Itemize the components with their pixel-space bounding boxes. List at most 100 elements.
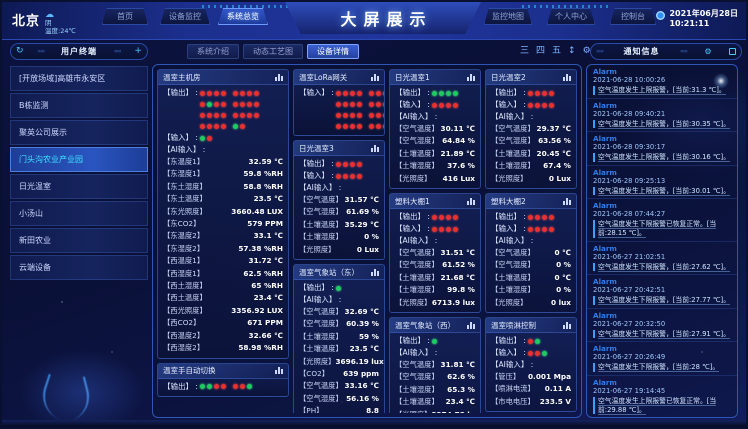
status-dots xyxy=(527,99,561,111)
sidebar-item[interactable]: 聚英公司展示 xyxy=(10,120,148,145)
sidebar-item[interactable]: [开放场域]高雄市永安区 xyxy=(10,66,148,91)
status-dot-off xyxy=(356,90,362,96)
status-dot-off xyxy=(368,124,374,129)
metric-row: 【空气湿度】 61.52 % xyxy=(395,259,475,271)
sidebar-item[interactable]: 门头沟农业产业园 xyxy=(10,147,148,172)
chart-icon[interactable] xyxy=(563,321,571,329)
sidebar-item[interactable]: 小汤山 xyxy=(10,201,148,226)
chart-icon[interactable] xyxy=(563,197,571,205)
nav-tab[interactable]: 首页 xyxy=(102,8,148,25)
nav-tab[interactable]: 监控地图 xyxy=(484,8,532,25)
sidebar-item[interactable]: 日光温室 xyxy=(10,174,148,199)
settings-icon[interactable]: ⚙ xyxy=(582,46,591,56)
alarm-message: 空气温度发生上限报警，[当前:31.3 ℃]。 xyxy=(593,86,731,95)
pill-deco-right: ‹‹‹‹‹ xyxy=(679,48,688,55)
status-dot-off xyxy=(356,173,362,179)
nav-tab[interactable]: 个人中心 xyxy=(547,8,595,25)
layout-3col-icon[interactable]: 三 xyxy=(520,46,530,56)
status-dots-row xyxy=(199,87,266,99)
chart-icon[interactable] xyxy=(275,367,283,374)
alarm-message-text: 空气温度发生上限报警，[当前:30.01 ℃]。 xyxy=(598,186,731,196)
status-dot-off xyxy=(213,102,219,107)
ai-input-label: 【AI输入】 : xyxy=(395,348,438,358)
io-label: 【输入】 : xyxy=(491,348,526,358)
metric-value: 33.1 ℃ xyxy=(253,231,283,241)
metric-row: 【光照度】 0 lux xyxy=(491,297,571,309)
panel-header: 温室气象站（东） xyxy=(294,265,384,281)
layout-5col-icon[interactable]: 五 xyxy=(552,46,562,56)
status-dot-on xyxy=(534,338,540,344)
status-dots xyxy=(527,87,561,99)
chart-icon[interactable] xyxy=(371,73,379,81)
metric-label: 【空气湿度】 xyxy=(491,260,535,270)
nav-tab[interactable]: 设备监控 xyxy=(160,8,210,25)
metric-label: 【光照度】 xyxy=(395,409,431,413)
alarm-tag: Alarm xyxy=(593,243,617,253)
alarm-item: Alarm 2021-06-28 07:44:27 空气温度发生下限报警已恢复正常。… xyxy=(587,199,737,242)
io-label: 【输入】 : xyxy=(395,224,430,234)
io-row: 【输入】 : xyxy=(491,347,571,359)
metric-value: 416 Lux xyxy=(442,173,475,183)
chart-icon[interactable] xyxy=(371,144,379,152)
ai-input-label: 【AI输入】 : xyxy=(395,112,438,121)
metric-value: 233.5 V xyxy=(539,396,571,406)
metric-label: 【西光照度】 xyxy=(163,305,207,315)
metric-value: 23.5 ℃ xyxy=(349,344,379,354)
status-dot-off xyxy=(356,161,362,167)
status-dot-off xyxy=(356,102,362,107)
ai-input-label: 【AI输入】 : xyxy=(395,236,438,246)
chart-icon[interactable] xyxy=(467,197,475,205)
sidebar-item[interactable]: B栋监测 xyxy=(10,93,148,118)
alarm-tag: Alarm xyxy=(593,167,617,177)
chart-icon[interactable] xyxy=(467,321,475,329)
chart-icon[interactable] xyxy=(563,73,571,81)
status-dot-off xyxy=(239,102,245,107)
status-dot-on xyxy=(445,90,451,96)
metric-label: 【土壤温度】 xyxy=(299,344,343,354)
chart-icon[interactable] xyxy=(467,73,475,81)
status-dot-on xyxy=(206,384,212,389)
gear-icon[interactable]: ⚙ xyxy=(704,47,712,56)
io-row: 【输入】 : xyxy=(299,170,379,182)
notifications-title: 通知信息 xyxy=(623,47,660,56)
sidebar-item[interactable]: 新田农业 xyxy=(10,228,148,253)
sub-tab[interactable]: 动态工艺图 xyxy=(243,44,303,59)
metric-value: 3696.19 lux xyxy=(335,356,384,366)
alarm-message-text: 空气温度发生下限报警已恢复正常。[当前:28.15 ℃]。 xyxy=(598,220,717,238)
fullscreen-icon[interactable] xyxy=(728,48,736,55)
metric-value: 57.38 %RH xyxy=(238,243,283,253)
status-dot-off xyxy=(246,90,252,96)
chart-icon[interactable] xyxy=(275,73,283,81)
body-region: [开放场域]高雄市永安区 B栋监测 聚英公司展示 门头沟农业产业园 日光温室 小汤山 新田农… xyxy=(10,64,738,418)
sort-icon[interactable]: ↕ xyxy=(568,46,576,56)
metric-value: 671 PPM xyxy=(247,318,283,328)
status-dot-off xyxy=(534,102,540,108)
nav-tab[interactable]: 系统总览 xyxy=(218,8,268,25)
metric-value: 32.59 ℃ xyxy=(248,157,283,166)
metric-value: 0 % xyxy=(556,285,571,295)
panel-header: 温室气象站（西） xyxy=(390,318,480,334)
metric-label: 【市电电压】 xyxy=(491,396,535,406)
metric-value: 0.001 Mpa xyxy=(527,372,571,382)
chart-icon[interactable] xyxy=(371,268,379,276)
layout-4col-icon[interactable]: 四 xyxy=(536,46,546,56)
sub-tab[interactable]: 设备详情 xyxy=(307,44,359,59)
metric-value: 99.8 % xyxy=(447,285,475,295)
metric-row: 【土壤温度】 20.45 ℃ xyxy=(491,148,571,160)
metric-value: 6713.9 lux xyxy=(431,297,475,307)
metric-value: 67.4 % xyxy=(543,161,571,171)
refresh-icon[interactable]: ↻ xyxy=(16,46,24,56)
io-row: 【输入】 : xyxy=(395,223,475,235)
panel-title: 塑料大棚2 xyxy=(491,196,526,206)
status-dot-off xyxy=(349,113,355,118)
metric-value: 30.11 ℃ xyxy=(440,124,475,133)
status-dots-row xyxy=(431,99,465,111)
notifications-header: ››››› 通知信息 ‹‹‹‹‹ ⚙ xyxy=(590,43,742,60)
metric-value: 20.45 ℃ xyxy=(536,148,571,158)
add-icon[interactable]: + xyxy=(134,46,142,56)
sidebar-item[interactable]: 云端设备 xyxy=(10,255,148,280)
metric-row: 【东湿度1】 59.8 %RH xyxy=(163,168,283,180)
sub-tab[interactable]: 系统介绍 xyxy=(187,44,239,59)
nav-tab[interactable]: 控制台 xyxy=(610,8,656,25)
alarm-item: Alarm 2021-06-27 20:32:50 空气温度发生下限报警，[当前:2… xyxy=(587,309,737,343)
